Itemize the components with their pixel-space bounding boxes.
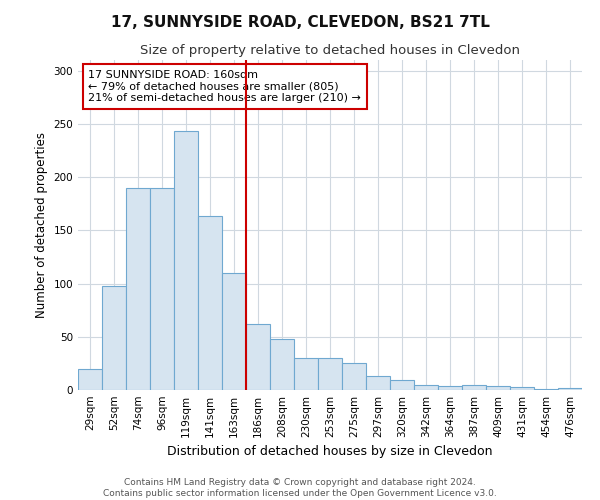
- Bar: [390, 380, 414, 390]
- Y-axis label: Number of detached properties: Number of detached properties: [35, 132, 48, 318]
- Bar: [198, 216, 222, 390]
- Bar: [438, 386, 462, 390]
- Bar: [222, 273, 246, 390]
- Bar: [366, 376, 390, 390]
- Bar: [150, 188, 174, 390]
- Bar: [78, 368, 102, 390]
- Bar: [102, 286, 126, 390]
- Bar: [318, 358, 342, 390]
- Bar: [270, 339, 294, 390]
- Bar: [414, 384, 438, 390]
- Bar: [486, 386, 510, 390]
- Bar: [342, 364, 366, 390]
- Bar: [246, 324, 270, 390]
- Bar: [558, 388, 582, 390]
- Bar: [462, 384, 486, 390]
- Bar: [294, 358, 318, 390]
- Bar: [174, 132, 198, 390]
- Bar: [126, 188, 150, 390]
- Bar: [510, 387, 534, 390]
- X-axis label: Distribution of detached houses by size in Clevedon: Distribution of detached houses by size …: [167, 446, 493, 458]
- Title: Size of property relative to detached houses in Clevedon: Size of property relative to detached ho…: [140, 44, 520, 58]
- Bar: [534, 389, 558, 390]
- Text: 17, SUNNYSIDE ROAD, CLEVEDON, BS21 7TL: 17, SUNNYSIDE ROAD, CLEVEDON, BS21 7TL: [110, 15, 490, 30]
- Text: 17 SUNNYSIDE ROAD: 160sqm
← 79% of detached houses are smaller (805)
21% of semi: 17 SUNNYSIDE ROAD: 160sqm ← 79% of detac…: [88, 70, 361, 103]
- Text: Contains HM Land Registry data © Crown copyright and database right 2024.
Contai: Contains HM Land Registry data © Crown c…: [103, 478, 497, 498]
